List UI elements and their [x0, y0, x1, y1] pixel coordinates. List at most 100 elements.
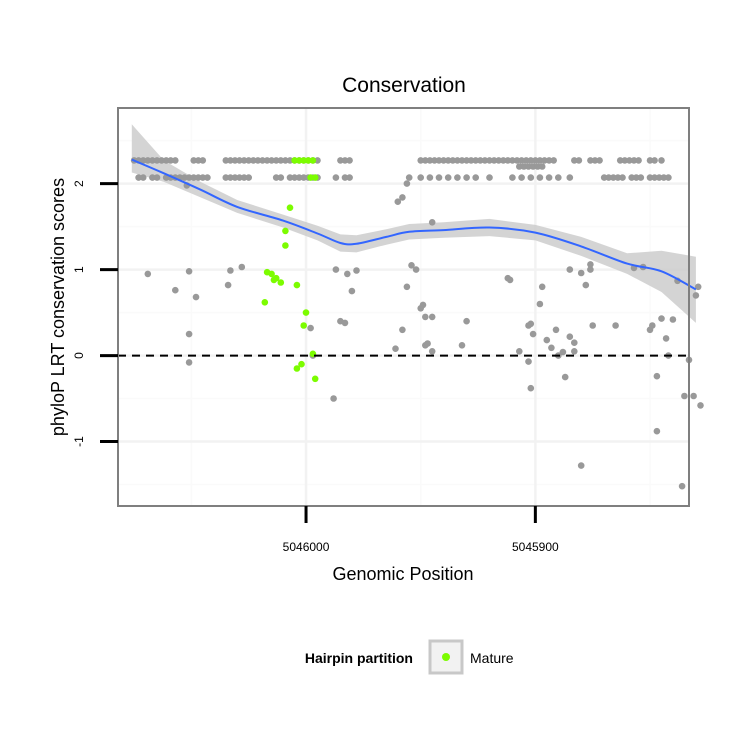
data-point: [577, 269, 585, 277]
data-point: [199, 157, 207, 164]
data-point: [614, 174, 622, 181]
data-point: [158, 157, 165, 164]
data-point: [135, 174, 142, 181]
data-point: [227, 174, 234, 181]
data-point: [566, 174, 574, 181]
mature-data-point: [270, 276, 278, 284]
data-point: [665, 174, 672, 181]
data-point: [222, 174, 230, 181]
data-point: [172, 286, 179, 294]
data-point: [245, 174, 252, 181]
data-point: [692, 292, 700, 299]
data-point: [332, 174, 340, 181]
data-point: [490, 157, 498, 164]
data-point: [268, 157, 275, 164]
data-point: [481, 157, 489, 164]
data-point: [545, 157, 553, 164]
data-point: [444, 174, 452, 181]
data-point: [548, 344, 555, 352]
data-point: [227, 157, 234, 164]
y-axis-ticks: -1 0 1 2: [72, 180, 118, 447]
data-point: [190, 174, 197, 181]
data-point: [458, 157, 466, 164]
data-point: [426, 157, 434, 164]
data-point: [529, 330, 537, 338]
data-point: [227, 267, 234, 274]
data-point: [341, 174, 349, 181]
data-point: [605, 174, 612, 181]
data-point: [504, 157, 512, 164]
data-point: [330, 395, 337, 402]
mature-data-point: [311, 174, 319, 181]
data-point: [571, 157, 578, 164]
data-point: [697, 402, 704, 409]
data-point: [571, 348, 578, 355]
data-point: [516, 163, 523, 170]
data-point: [458, 342, 466, 349]
data-point: [463, 174, 470, 181]
data-point: [690, 392, 697, 400]
data-point: [635, 157, 642, 164]
mature-data-point: [291, 157, 298, 164]
data-point: [591, 157, 599, 164]
data-point: [651, 157, 658, 164]
data-point: [236, 157, 243, 164]
data-point: [286, 157, 294, 164]
data-point: [626, 157, 633, 164]
data-point: [653, 427, 661, 435]
data-point: [149, 157, 156, 164]
data-point: [185, 330, 193, 338]
mature-data-point: [282, 242, 289, 249]
data-point: [637, 174, 645, 181]
data-point: [477, 157, 484, 164]
data-point: [348, 287, 356, 295]
data-point: [337, 157, 344, 164]
data-point: [681, 392, 688, 400]
data-point: [653, 372, 661, 380]
data-point: [658, 157, 665, 164]
data-point: [435, 157, 443, 164]
data-point: [694, 283, 702, 291]
data-point: [272, 174, 280, 181]
data-point: [454, 157, 461, 164]
x-axis-label: Genomic Position: [332, 564, 473, 584]
data-point: [440, 157, 447, 164]
data-point: [405, 174, 413, 181]
data-point: [587, 261, 594, 268]
data-point: [353, 267, 360, 274]
data-point: [426, 174, 434, 181]
data-point: [277, 174, 285, 181]
data-point: [522, 157, 530, 164]
y-tick-label: 2: [72, 180, 86, 187]
data-point: [525, 358, 532, 365]
confidence-band: [131, 124, 696, 323]
data-point: [245, 157, 252, 164]
data-point: [286, 174, 294, 181]
data-point: [153, 174, 161, 181]
data-point: [417, 174, 425, 181]
data-point: [314, 157, 321, 164]
data-point: [300, 174, 308, 181]
mature-data-point: [298, 360, 305, 368]
data-point: [538, 163, 546, 170]
data-point: [651, 174, 658, 181]
data-point: [529, 163, 537, 170]
data-point: [185, 359, 193, 366]
mature-data-point: [282, 227, 289, 235]
data-point: [541, 157, 548, 164]
data-point: [610, 174, 617, 181]
mature-data-point: [293, 365, 301, 372]
grid: [118, 108, 689, 506]
data-point: [513, 157, 521, 164]
data-point: [428, 348, 436, 355]
legend: Hairpin partition Mature: [305, 639, 514, 675]
data-point: [240, 157, 248, 164]
data-point: [449, 157, 457, 164]
plot-panel-border: [117, 107, 690, 507]
data-point: [467, 157, 475, 164]
data-point: [525, 163, 532, 170]
data-point: [527, 157, 535, 164]
data-point: [272, 157, 280, 164]
mature-data-point: [293, 281, 301, 289]
